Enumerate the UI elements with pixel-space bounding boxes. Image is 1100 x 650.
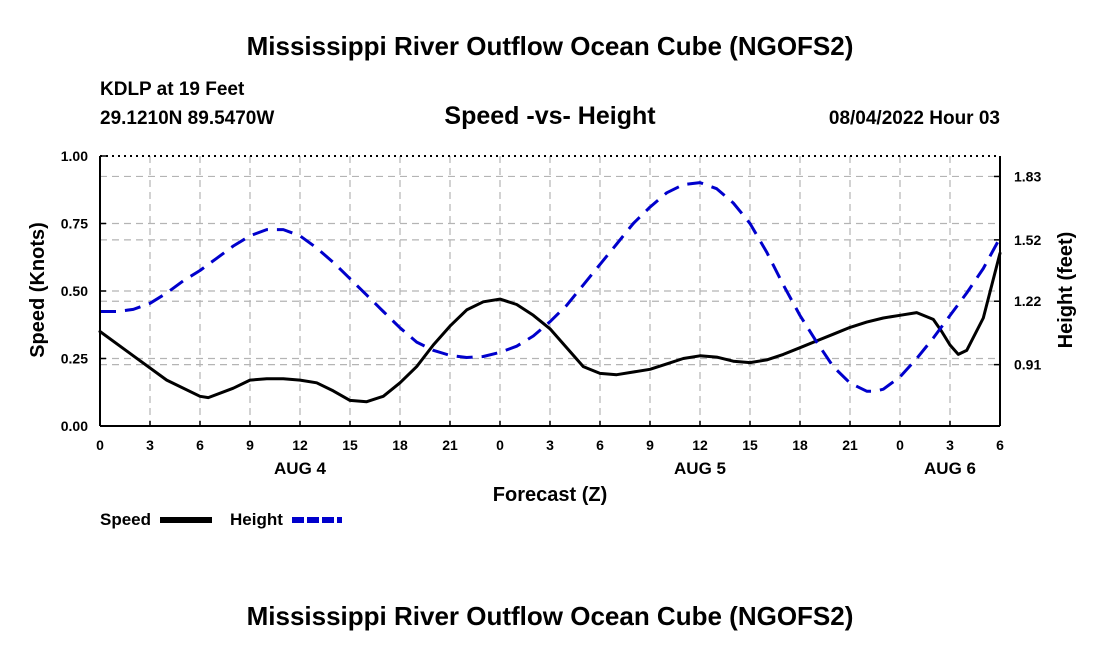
x-tick-label: 6 [196, 437, 204, 453]
x-tick-label: 0 [496, 437, 504, 453]
x-tick-label: 12 [692, 437, 708, 453]
x-tick-label: 3 [546, 437, 554, 453]
y2-tick-label: 0.91 [1014, 357, 1041, 373]
legend-speed-label: Speed [100, 510, 151, 529]
x-date-label: AUG 4 [274, 459, 327, 478]
y2-axis-label: Height (feet) [1055, 232, 1077, 349]
y-tick-label: 0.00 [61, 418, 88, 434]
legend-height-label: Height [230, 510, 283, 529]
x-tick-label: 18 [792, 437, 808, 453]
x-tick-label: 9 [246, 437, 254, 453]
tick-layer: 0 3 6 9 12 15 18 21 0 3 6 9 12 15 18 21 0 3 6 AUG 4 AUG 5 AUG… [61, 148, 1042, 478]
y-tick-label: 0.75 [61, 216, 88, 232]
chart-title-top: Mississippi River Outflow Ocean Cube (NG… [247, 31, 854, 61]
series-line-height [100, 181, 1002, 393]
x-tick-label: 0 [96, 437, 104, 453]
x-tick-label: 0 [896, 437, 904, 453]
x-tick-label: 21 [442, 437, 458, 453]
y2-tick-label: 1.83 [1014, 168, 1041, 184]
x-tick-label: 9 [646, 437, 654, 453]
x-tick-label: 21 [842, 437, 858, 453]
y2-tick-label: 1.22 [1014, 293, 1041, 309]
y-tick-label: 1.00 [61, 148, 88, 164]
x-tick-label: 15 [342, 437, 358, 453]
y-tick-label: 0.25 [61, 351, 88, 367]
x-tick-label: 3 [146, 437, 154, 453]
x-tick-label: 12 [292, 437, 308, 453]
chart-subtitle: Speed -vs- Height [444, 102, 656, 130]
y-axis-label: Speed (Knots) [27, 222, 49, 358]
x-tick-label: 15 [742, 437, 758, 453]
series-layer [98, 181, 1002, 404]
x-date-label: AUG 6 [924, 459, 976, 478]
x-axis-label: Forecast (Z) [493, 484, 607, 506]
x-tick-label: 6 [596, 437, 604, 453]
x-tick-label: 3 [946, 437, 954, 453]
grid-layer [100, 156, 1000, 426]
chart-title-bottom: Mississippi River Outflow Ocean Cube (NG… [247, 601, 854, 631]
legend: Speed Height [100, 510, 342, 529]
y2-tick-label: 1.52 [1014, 232, 1041, 248]
x-date-label: AUG 5 [674, 459, 726, 478]
coordinates-label: 29.1210N 89.5470W [100, 108, 274, 129]
x-tick-label: 6 [996, 437, 1004, 453]
x-tick-label: 18 [392, 437, 408, 453]
y-tick-label: 0.50 [61, 283, 88, 299]
series-line-speed [98, 251, 1002, 404]
datetime-label: 08/04/2022 Hour 03 [829, 108, 1000, 129]
station-label: KDLP at 19 Feet [100, 79, 245, 100]
